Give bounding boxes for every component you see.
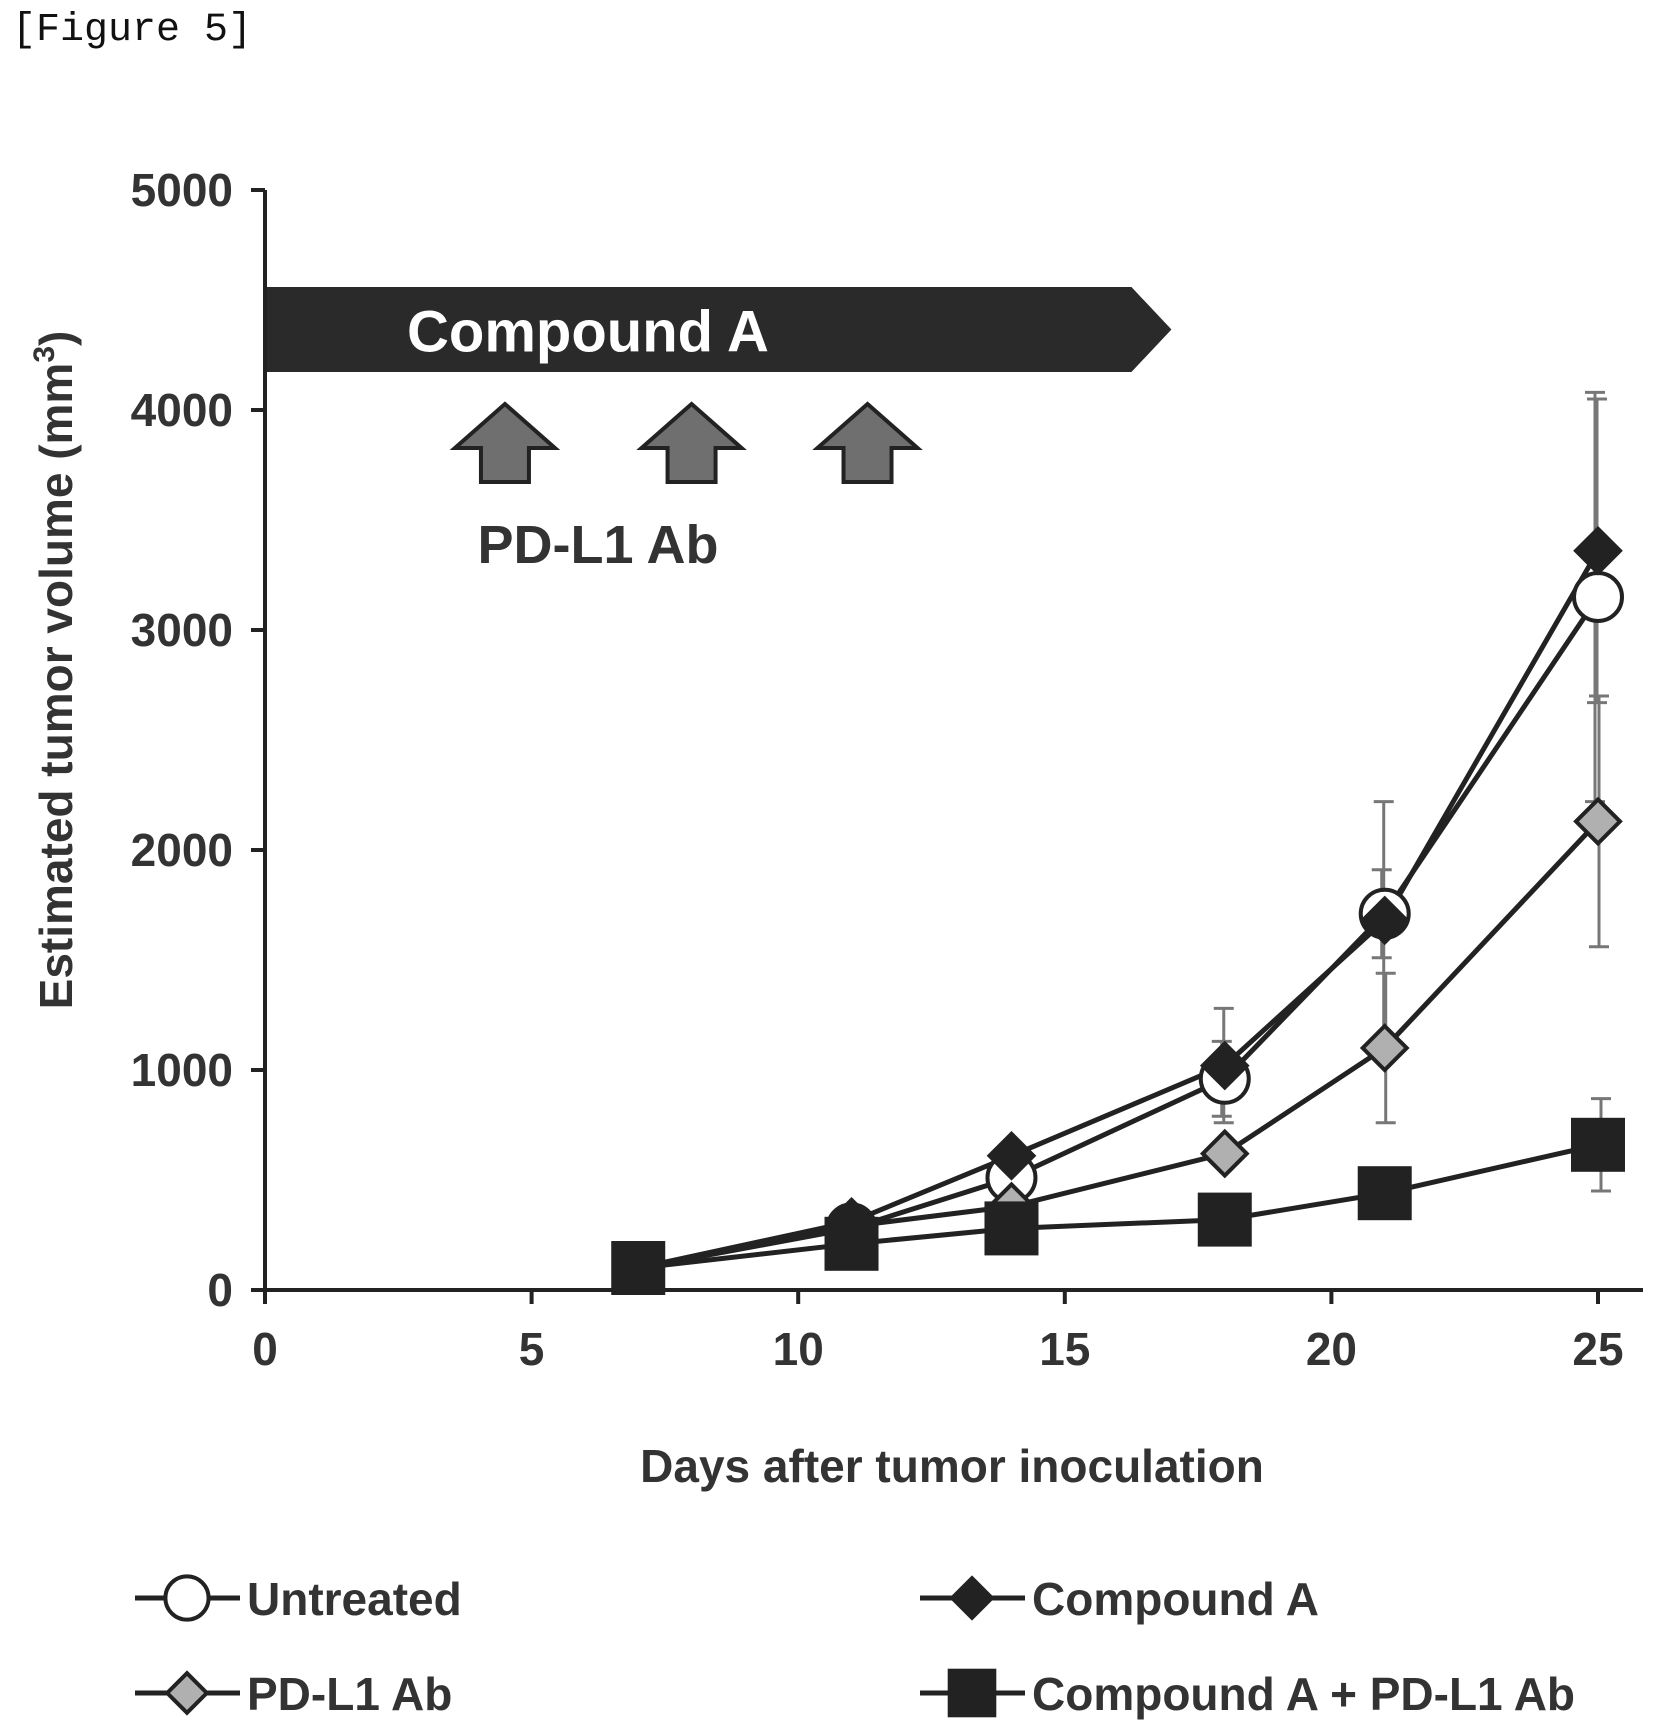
y-axis-title-superscript: 3	[28, 346, 61, 363]
legend-marker	[165, 1576, 208, 1619]
annotations-layer: Compound A PD-L1 Ab	[265, 287, 1171, 575]
dose-arrow	[455, 404, 555, 482]
series-line	[638, 597, 1598, 1268]
x-tick-label: 25	[1572, 1323, 1623, 1375]
data-point	[611, 1241, 665, 1295]
y-axis-title-main: Estimated tumor volume (mm	[30, 363, 82, 1010]
dose-arrow	[642, 404, 742, 482]
series-line	[638, 821, 1598, 1268]
x-axis-title: Days after tumor inoculation	[640, 1440, 1264, 1492]
data-point	[1358, 1166, 1412, 1220]
x-tick-label: 10	[773, 1323, 824, 1375]
y-tick-label: 4000	[131, 384, 233, 436]
y-tick-label: 2000	[131, 824, 233, 876]
y-axis-title: Estimated tumor volume (mm3)	[28, 331, 82, 1010]
data-point	[1571, 1118, 1625, 1172]
x-tick-label: 15	[1039, 1323, 1090, 1375]
series-lines-layer	[638, 551, 1598, 1268]
legend-marker	[167, 1673, 207, 1713]
data-point	[984, 1201, 1038, 1255]
dose-label: PD-L1 Ab	[478, 515, 719, 575]
series-line	[638, 1145, 1598, 1268]
data-point	[1203, 1132, 1247, 1176]
treatment-bar-label: Compound A	[407, 300, 769, 365]
y-axis-title-close: )	[30, 331, 82, 346]
legend-marker	[948, 1669, 997, 1718]
y-tick-label: 0	[207, 1264, 233, 1316]
legend-label: Compound A + PD-L1 Ab	[1032, 1668, 1575, 1720]
legend-label: Compound A	[1032, 1573, 1319, 1625]
x-tick-label: 5	[519, 1323, 545, 1375]
y-tick-label: 1000	[131, 1044, 233, 1096]
data-point	[1576, 529, 1620, 573]
y-tick-label: 3000	[131, 604, 233, 656]
data-point	[825, 1217, 879, 1271]
legend-label: Untreated	[247, 1573, 462, 1625]
y-tick-label: 5000	[131, 164, 233, 216]
data-point	[1198, 1193, 1252, 1247]
legend-marker	[952, 1578, 992, 1618]
legend: Untreated Compound A PD-L1 Ab Compound A + …	[135, 1573, 1575, 1720]
data-point	[1574, 573, 1622, 621]
error-bars-layer	[1212, 392, 1611, 1191]
dose-arrow	[818, 404, 918, 482]
series-line	[638, 551, 1598, 1268]
x-tick-label: 20	[1306, 1323, 1357, 1375]
legend-label: PD-L1 Ab	[247, 1668, 452, 1720]
x-tick-label: 0	[252, 1323, 278, 1375]
